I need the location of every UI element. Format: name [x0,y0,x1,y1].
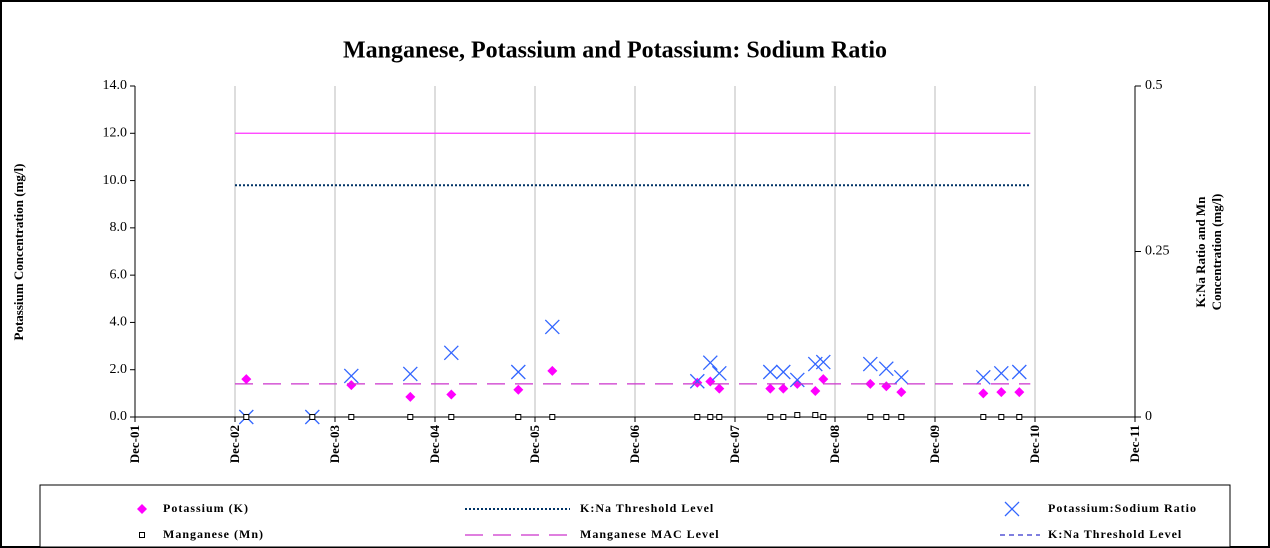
x-tick-label: Dec-08 [827,425,842,464]
legend-box [39,484,1231,548]
cross-marker [1011,364,1027,380]
diamond-marker [547,365,558,376]
x-tick-label: Dec-03 [327,425,342,464]
square-marker [348,414,355,420]
square-marker [139,532,145,538]
cross-marker [789,372,805,388]
square-marker [794,412,801,419]
cross-marker [343,368,359,384]
square-marker [980,414,987,420]
y-tick-label: 4.0 [110,315,128,330]
square-marker [716,414,723,420]
cross-marker [702,355,718,371]
diamond-marker [865,378,876,389]
chart-title: Manganese, Potassium and Potassium: Sodi… [343,38,887,64]
cross-marker [893,369,909,385]
square-marker [694,414,701,420]
cross-marker [1004,501,1020,517]
diamond-marker [1014,387,1025,398]
y2-axis-title: K:Na Ratio and MnConcentration (mg/l) [1193,194,1224,311]
square-marker [309,414,316,420]
x-tick-label: Dec-11 [1127,425,1142,463]
x-tick-label: Dec-02 [227,425,242,463]
square-marker [820,414,827,420]
square-marker [515,414,522,420]
legend-label: Potassium:Sodium Ratio [1048,501,1197,515]
square-marker [1016,414,1023,420]
legend-label: K:Na Threshold Level [580,501,714,515]
y-tick-label: 0.0 [110,409,128,424]
legend-label: Potassium (K) [163,501,249,515]
square-marker [407,414,414,420]
cross-marker [993,365,1009,381]
cross-marker [815,354,831,370]
diamond-marker [896,387,907,398]
cross-marker [775,364,791,380]
x-tick-label: Dec-04 [427,425,442,464]
y-axis-title: Potassium Concentration (mg/l) [11,164,26,341]
cross-marker [544,319,560,335]
cross-marker [510,364,526,380]
diamond-marker [446,389,457,400]
square-marker [867,414,874,420]
square-marker [707,414,714,420]
square-marker [243,414,250,420]
x-tick-label: Dec-06 [627,425,642,464]
diamond-marker [405,391,416,402]
square-marker [780,414,787,420]
y2-tick-label: 0.25 [1145,244,1170,259]
diamond-marker [346,380,357,391]
cross-marker [862,356,878,372]
cross-marker [711,365,727,381]
diamond-marker [241,374,252,385]
cross-marker [689,373,705,389]
square-marker [767,414,774,420]
diamond-marker [513,384,524,395]
square-marker [812,412,819,419]
cross-marker [402,366,418,382]
square-marker [448,414,455,420]
square-marker [898,414,905,420]
y-tick-label: 8.0 [110,220,128,235]
x-tick-label: Dec-10 [1027,425,1042,463]
diamond-marker [818,374,829,385]
legend-label: Manganese (Mn) [163,527,264,541]
diamond-marker [714,383,725,394]
diamond-marker [778,383,789,394]
diamond-marker [996,387,1007,398]
cross-marker [975,369,991,385]
diamond-marker [810,385,821,396]
y-tick-label: 2.0 [110,362,128,377]
y-tick-label: 6.0 [110,267,128,282]
x-tick-label: Dec-09 [927,425,942,464]
y-tick-label: 12.0 [103,126,128,141]
legend-marker [1004,501,1020,517]
diamond-marker [137,504,147,514]
cross-marker [878,361,894,377]
y-tick-label: 10.0 [103,173,128,188]
y2-tick-label: 0 [1145,409,1152,424]
x-tick-label: Dec-01 [127,425,142,463]
cross-marker [443,345,459,361]
y2-tick-label: 0.5 [1145,78,1163,93]
legend-label: K:Na Threshold Level [1048,527,1182,541]
cross-marker [762,364,778,380]
x-tick-label: Dec-07 [727,425,742,464]
x-tick-label: Dec-05 [527,425,542,464]
legend-marker [139,532,145,538]
diamond-marker [978,388,989,399]
y-tick-label: 14.0 [103,78,128,93]
square-marker [998,414,1005,420]
legend-label: Manganese MAC Level [580,527,720,541]
diamond-marker [692,377,703,388]
legend-marker [137,504,147,514]
square-marker [549,414,556,420]
diamond-marker [765,383,776,394]
square-marker [883,414,890,420]
